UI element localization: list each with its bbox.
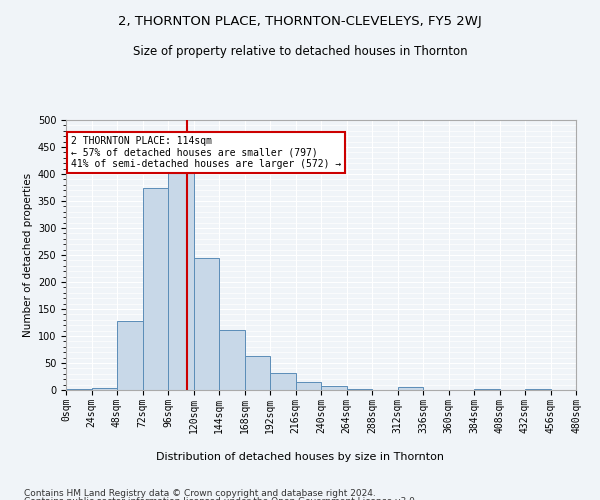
Bar xyxy=(193,258,219,390)
Text: Contains public sector information licensed under the Open Government Licence v3: Contains public sector information licen… xyxy=(24,497,418,500)
Bar xyxy=(117,321,143,390)
Bar xyxy=(296,382,321,390)
Text: Contains HM Land Registry data © Crown copyright and database right 2024.: Contains HM Land Registry data © Crown c… xyxy=(24,488,376,498)
Bar xyxy=(143,188,168,390)
Bar xyxy=(321,386,347,390)
Bar xyxy=(347,389,372,390)
Bar xyxy=(168,166,193,390)
Bar xyxy=(398,388,423,390)
Bar xyxy=(66,389,91,390)
Bar xyxy=(91,388,117,390)
Text: 2, THORNTON PLACE, THORNTON-CLEVELEYS, FY5 2WJ: 2, THORNTON PLACE, THORNTON-CLEVELEYS, F… xyxy=(118,15,482,28)
Text: Distribution of detached houses by size in Thornton: Distribution of detached houses by size … xyxy=(156,452,444,462)
Y-axis label: Number of detached properties: Number of detached properties xyxy=(23,173,34,337)
Bar xyxy=(525,389,551,390)
Bar xyxy=(474,389,499,390)
Text: 2 THORNTON PLACE: 114sqm
← 57% of detached houses are smaller (797)
41% of semi-: 2 THORNTON PLACE: 114sqm ← 57% of detach… xyxy=(71,136,341,170)
Text: Size of property relative to detached houses in Thornton: Size of property relative to detached ho… xyxy=(133,45,467,58)
Bar xyxy=(219,330,245,390)
Bar xyxy=(270,372,296,390)
Bar xyxy=(245,356,270,390)
